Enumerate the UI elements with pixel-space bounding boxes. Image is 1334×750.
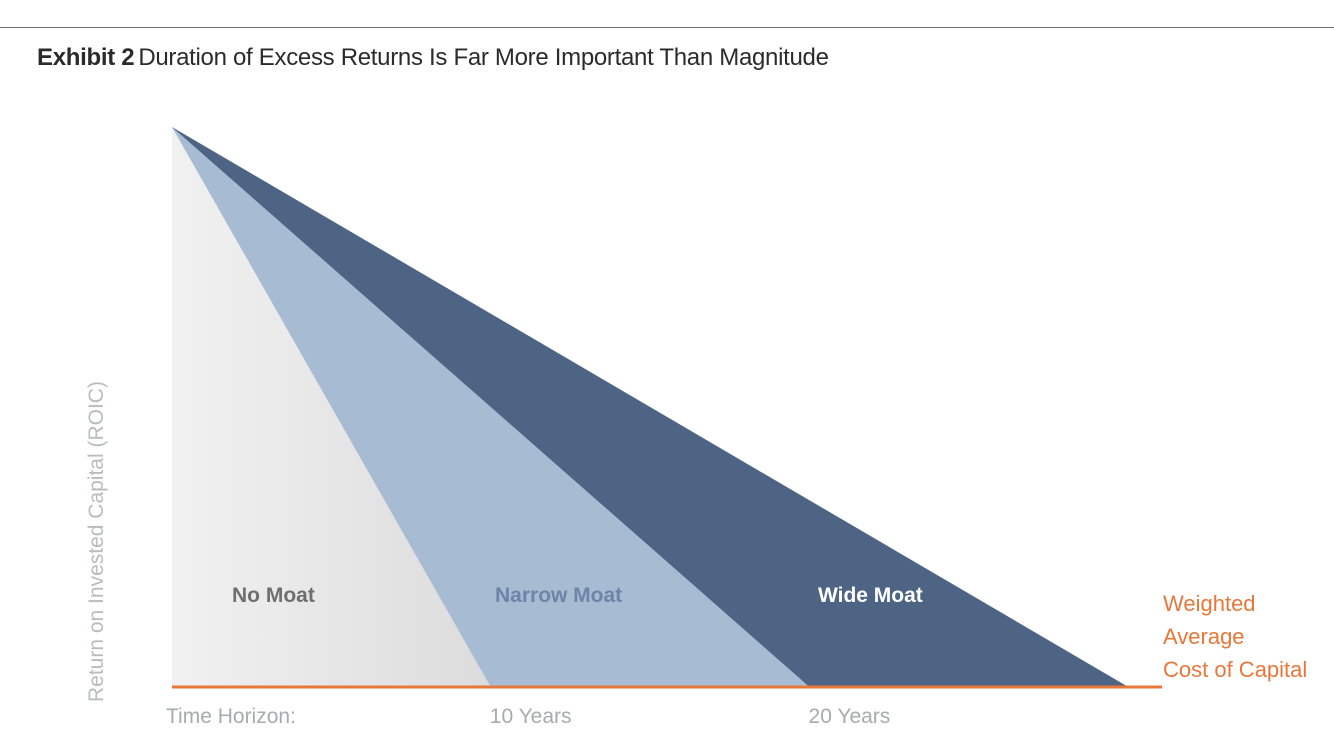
wacc-label: Weighted Average Cost of Capital (1163, 591, 1307, 682)
wide-moat-label: Wide Moat (818, 584, 923, 607)
x-tick-label: 10 Years (490, 705, 572, 728)
no-moat-area (172, 127, 491, 687)
exhibit-number: Exhibit 2 (37, 44, 135, 71)
no-moat-label: No Moat (232, 584, 315, 607)
x-axis-label: Time Horizon: (166, 705, 296, 728)
exhibit-heading: Duration of Excess Returns Is Far More I… (138, 44, 829, 71)
exhibit-title: Exhibit 2 Duration of Excess Returns Is F… (37, 44, 829, 72)
x-tick-label: 20 Years (809, 705, 891, 728)
y-axis-label: Return on Invested Capital (ROIC) (85, 381, 108, 702)
chart-areas (172, 127, 1129, 687)
narrow-moat-label: Narrow Moat (495, 584, 622, 607)
top-rule (0, 27, 1334, 28)
wacc-label-line: Weighted (1163, 591, 1256, 616)
x-ticks: 10 Years 20 Years (490, 705, 891, 728)
region-labels: Wide Moat Narrow Moat No Moat (232, 584, 923, 607)
wacc-label-line: Cost of Capital (1163, 657, 1307, 682)
wacc-label-line: Average (1163, 624, 1245, 649)
